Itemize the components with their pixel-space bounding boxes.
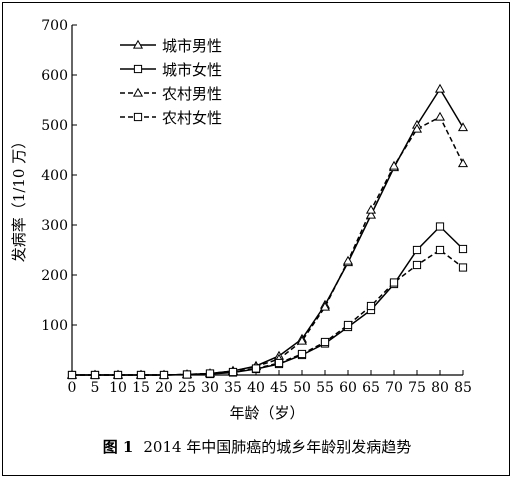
- x-tick-label: 35: [224, 380, 242, 396]
- legend-label: 农村女性: [162, 109, 222, 127]
- legend-marker: [133, 112, 143, 122]
- data-point-4: [412, 260, 422, 270]
- data-point-1: [434, 83, 446, 93]
- data-point-4: [228, 367, 238, 377]
- x-tick-label: 75: [408, 380, 426, 396]
- y-axis-label: 发病率（1/10 万）: [10, 134, 28, 262]
- figure-caption-label: 图 1: [102, 438, 134, 456]
- x-tick-label: 85: [454, 380, 472, 396]
- y-tick-label: 100: [41, 318, 68, 334]
- x-tick-label: 30: [201, 380, 219, 396]
- chart-series-markers: [66, 83, 469, 380]
- data-point-4: [389, 278, 399, 287]
- line-chart: 100 200 300 400 500 600 700 0 5 10 15 20 25 30 35 40 45 5…: [10, 18, 472, 422]
- x-tick-label: 0: [68, 380, 77, 396]
- x-tick-label: 40: [247, 380, 265, 396]
- legend-marker: [132, 39, 144, 49]
- y-tick-label: 400: [41, 168, 68, 184]
- data-point-4: [251, 364, 261, 373]
- data-point-4: [113, 370, 123, 380]
- data-point-4: [67, 370, 77, 380]
- figure-caption: 图 1 2014 年中国肺癌的城乡年龄别发病趋势: [0, 436, 514, 457]
- x-tick-label: 65: [362, 380, 380, 396]
- data-point-4: [90, 370, 100, 380]
- x-tick-label: 10: [109, 380, 127, 396]
- data-point-3: [411, 123, 423, 133]
- data-point-2: [458, 244, 468, 254]
- data-point-3: [434, 111, 446, 121]
- data-point-1: [365, 209, 377, 219]
- x-tick-label: 70: [385, 380, 403, 396]
- x-tick-label: 20: [155, 380, 173, 396]
- x-tick-label: 50: [293, 380, 311, 396]
- chart-series-lines: [72, 87, 464, 376]
- data-point-4: [458, 263, 468, 272]
- data-point-4: [435, 245, 445, 255]
- figure-caption-text: 2014 年中国肺癌的城乡年龄别发病趋势: [143, 438, 412, 456]
- legend-marker: [132, 87, 144, 97]
- x-tick-label: 25: [178, 380, 196, 396]
- series-line-1: [72, 87, 464, 376]
- data-point-4: [136, 370, 146, 380]
- data-point-4: [274, 358, 284, 368]
- series-line-3: [72, 115, 464, 376]
- data-point-1: [457, 122, 469, 132]
- data-point-3: [319, 301, 331, 311]
- data-point-4: [320, 337, 330, 347]
- x-tick-label: 60: [339, 380, 357, 396]
- x-axis-label: 年龄（岁）: [229, 404, 304, 422]
- legend-label: 城市男性: [162, 37, 222, 55]
- y-tick-label: 500: [41, 118, 68, 134]
- data-point-3: [296, 335, 308, 345]
- series-line-2: [72, 225, 464, 376]
- x-tick-label: 80: [431, 380, 449, 396]
- data-point-4: [182, 370, 192, 379]
- data-point-3: [365, 204, 377, 214]
- data-point-2: [412, 245, 422, 255]
- legend-label: 农村男性: [162, 85, 222, 103]
- y-tick-label: 600: [41, 68, 68, 84]
- y-tick-label: 700: [41, 18, 68, 34]
- x-tick-label: 15: [132, 380, 150, 396]
- x-tick-label: 5: [91, 380, 100, 396]
- x-tick-label: 55: [316, 380, 334, 396]
- x-tick-label: 45: [270, 380, 288, 396]
- legend-label: 城市女性: [162, 61, 222, 79]
- data-point-4: [343, 320, 353, 330]
- figure-frame: [2, 2, 510, 476]
- data-point-3: [342, 255, 354, 265]
- legend-marker: [133, 64, 143, 74]
- data-point-4: [205, 369, 215, 378]
- data-point-4: [159, 370, 169, 380]
- data-point-4: [366, 301, 376, 311]
- data-point-2: [435, 222, 445, 231]
- data-point-3: [457, 158, 469, 168]
- y-tick-label: 300: [41, 218, 68, 234]
- data-point-3: [388, 160, 400, 170]
- data-point-4: [297, 349, 307, 359]
- y-tick-label: 200: [41, 268, 68, 284]
- chart-axes: 100 200 300 400 500 600 700 0 5 10 15 20 25 30 35 40 45 5…: [41, 18, 472, 396]
